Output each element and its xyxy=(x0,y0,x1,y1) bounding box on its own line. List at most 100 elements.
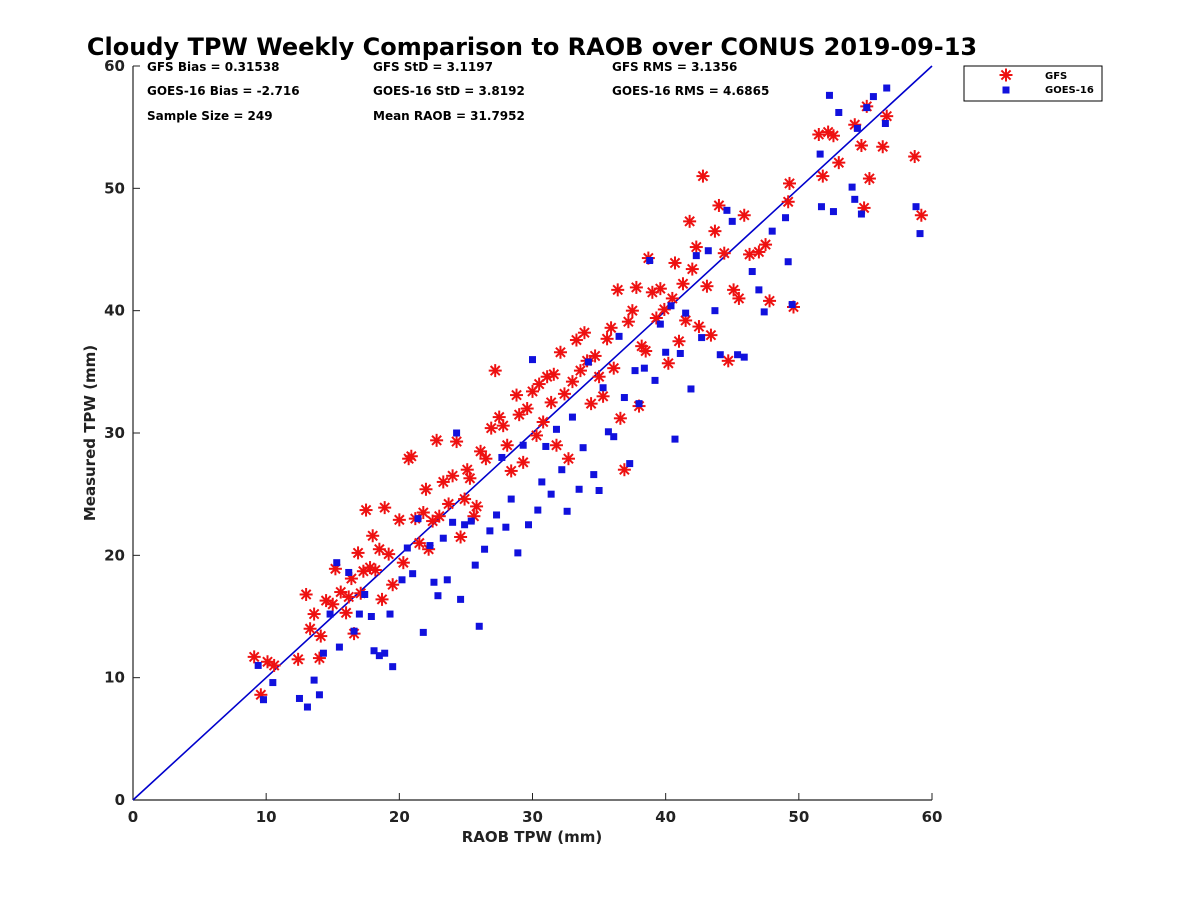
y-ticks: 0 10 20 30 40 50 60 xyxy=(104,57,140,809)
goes-16-point xyxy=(563,507,571,515)
goes-16-point xyxy=(579,444,587,452)
gfs-point xyxy=(577,326,591,340)
goes-16-point xyxy=(254,661,262,669)
gfs-point xyxy=(314,629,328,643)
goes-16-point xyxy=(667,302,675,310)
goes-16-point xyxy=(461,521,469,529)
goes-16-point xyxy=(883,84,891,92)
gfs-point xyxy=(832,156,846,170)
goes-16-point xyxy=(439,534,447,542)
goes-16-point xyxy=(631,367,639,375)
goes-16-point xyxy=(419,628,427,636)
gfs-point xyxy=(759,238,773,252)
goes-16-point xyxy=(361,590,369,598)
goes-16-point xyxy=(345,568,353,576)
goes-16-point xyxy=(481,545,489,553)
gfs-point xyxy=(685,262,699,276)
series-gfs xyxy=(247,99,928,702)
gfs-point xyxy=(474,444,488,458)
goes-16-point xyxy=(443,576,451,584)
gfs-point xyxy=(510,388,524,402)
goes-16-point xyxy=(552,425,560,433)
stats-block: GFS Bias = 0.31538 GFS StD = 3.1197 GFS … xyxy=(147,60,769,123)
goes-16-point xyxy=(498,453,506,461)
gfs-point xyxy=(520,402,534,416)
stat-goes-std: GOES-16 StD = 3.8192 xyxy=(373,84,525,98)
goes-16-point xyxy=(640,364,648,372)
goes-16-point xyxy=(514,549,522,557)
goes-16-point xyxy=(692,252,700,260)
goes-16-point xyxy=(269,679,277,687)
goes-16-point xyxy=(310,676,318,684)
gfs-point xyxy=(573,364,587,378)
goes-16-point xyxy=(816,150,824,158)
gfs-point xyxy=(247,650,261,664)
gfs-point xyxy=(470,499,484,513)
goes-16-point xyxy=(389,663,397,671)
goes-16-point xyxy=(319,649,327,657)
gfs-point xyxy=(432,509,446,523)
gfs-point xyxy=(625,304,639,318)
gfs-point xyxy=(454,530,468,544)
stat-gfs-std: GFS StD = 3.1197 xyxy=(373,60,493,74)
goes-16-point xyxy=(656,320,664,328)
gfs-point xyxy=(584,397,598,411)
goes-16-point xyxy=(728,217,736,225)
goes-16-point xyxy=(303,703,311,711)
goes-16-point xyxy=(595,486,603,494)
gfs-point xyxy=(339,606,353,620)
goes-16-point xyxy=(881,119,889,127)
gfs-point xyxy=(496,419,510,433)
goes-16-point xyxy=(295,694,303,702)
goes-16-point xyxy=(651,376,659,384)
goes-16-point xyxy=(863,104,871,112)
goes-16-point xyxy=(467,517,475,525)
gfs-point xyxy=(544,395,558,409)
goes-16-point xyxy=(610,433,618,441)
one-to-one-line xyxy=(132,65,933,801)
goes-16-point xyxy=(558,466,566,474)
legend-gfs-label: GFS xyxy=(1045,71,1067,82)
goes-16-point xyxy=(315,691,323,699)
legend: GFS GOES-16 xyxy=(963,65,1103,102)
goes-16-point xyxy=(817,203,825,211)
gfs-point xyxy=(712,198,726,212)
gfs-point xyxy=(812,128,826,142)
goes-16-point xyxy=(755,286,763,294)
gfs-point xyxy=(737,208,751,222)
gfs-point xyxy=(458,492,472,506)
gfs-point xyxy=(359,503,373,517)
gfs-point xyxy=(676,277,690,291)
gfs-point xyxy=(588,349,602,363)
goes-16-point xyxy=(604,428,612,436)
goes-16-point xyxy=(367,613,375,620)
goes-16-point xyxy=(768,227,776,235)
goes-16-point xyxy=(620,394,628,402)
goes-16-point xyxy=(547,490,555,498)
gfs-point xyxy=(303,622,317,636)
goes-16-point xyxy=(525,521,533,529)
x-tick-label: 10 xyxy=(256,808,277,826)
goes-16-point xyxy=(507,495,515,503)
goes-16-legend-square xyxy=(1002,86,1010,94)
legend-gfs-marker xyxy=(999,68,1013,82)
goes-16-point xyxy=(538,478,546,486)
chart-title: Cloudy TPW Weekly Comparison to RAOB ove… xyxy=(87,33,977,61)
goes-16-point xyxy=(333,559,341,567)
goes-16-point xyxy=(453,429,461,437)
gfs-point xyxy=(629,280,643,294)
goes-16-point xyxy=(386,610,394,618)
gfs-point xyxy=(412,536,426,550)
gfs-point xyxy=(529,428,543,442)
gfs-point xyxy=(653,282,667,296)
gfs-point xyxy=(532,377,546,391)
gfs-point xyxy=(611,283,625,297)
gfs-point xyxy=(326,597,340,611)
goes-16-point xyxy=(486,527,494,535)
goes-16-point xyxy=(457,595,465,603)
gfs-point xyxy=(446,469,460,483)
goes-16-point xyxy=(848,183,856,191)
goes-16-point xyxy=(716,351,724,359)
goes-16-point xyxy=(335,643,343,651)
